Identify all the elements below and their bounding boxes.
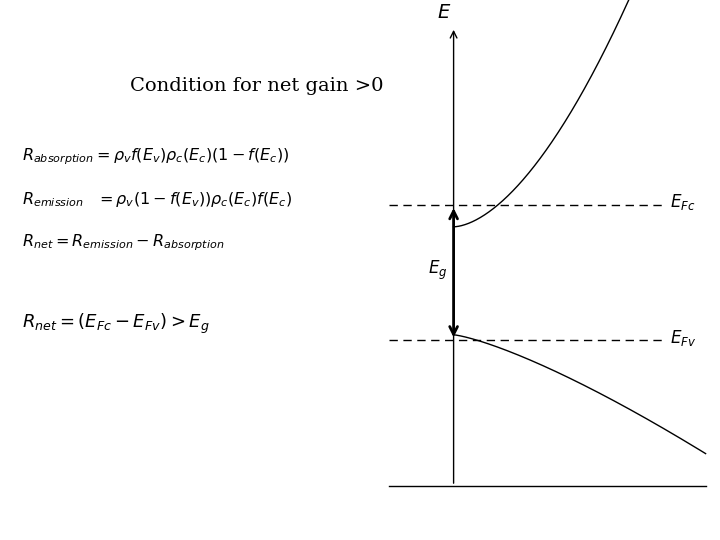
Text: $R_{net} = R_{emission} - R_{absorption}$: $R_{net} = R_{emission} - R_{absorption}… bbox=[22, 233, 224, 253]
Text: $E_{Fc}$: $E_{Fc}$ bbox=[670, 192, 695, 213]
Text: $E_{Fv}$: $E_{Fv}$ bbox=[670, 327, 696, 348]
Text: $R_{net} = (E_{Fc} - E_{Fv}) > E_g$: $R_{net} = (E_{Fc} - E_{Fv}) > E_g$ bbox=[22, 312, 209, 336]
Text: $E$: $E$ bbox=[437, 4, 451, 22]
Text: Condition for net gain >0: Condition for net gain >0 bbox=[130, 77, 383, 96]
Text: $R_{absorption} = \rho_v f(E_v)\rho_c(E_c)(1-f(E_c))$: $R_{absorption} = \rho_v f(E_v)\rho_c(E_… bbox=[22, 146, 289, 167]
Text: $R_{emission} \;\;\;= \rho_v(1-f(E_v))\rho_c(E_c)f(E_c)$: $R_{emission} \;\;\;= \rho_v(1-f(E_v))\r… bbox=[22, 190, 292, 210]
Text: $E_g$: $E_g$ bbox=[428, 259, 448, 281]
